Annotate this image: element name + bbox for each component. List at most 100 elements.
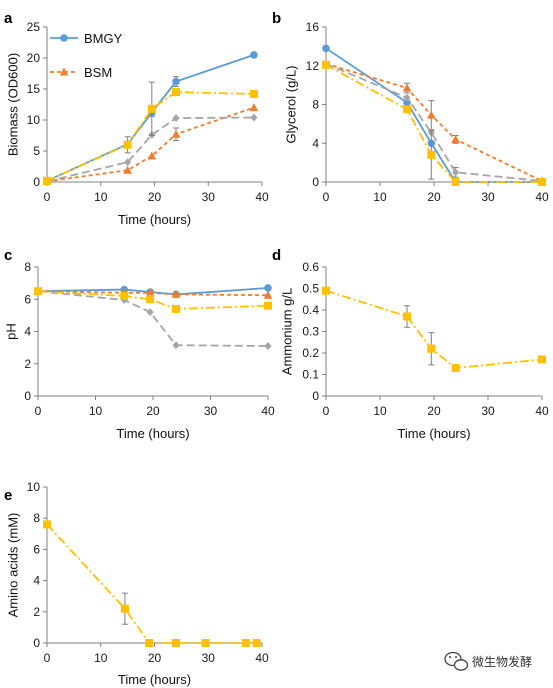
legend: BMGY BSM: [50, 31, 123, 80]
legend-label: BMGY: [84, 31, 123, 46]
data-point: [145, 288, 155, 297]
series-4: [322, 60, 546, 186]
watermark: 微生物发酵: [444, 651, 532, 671]
data-point: [34, 287, 42, 296]
data-point: [172, 341, 180, 350]
y-tick-label: 0: [33, 636, 40, 650]
series-4: [43, 81, 258, 185]
chart-panel-d: d 0 0.1 0.2 0.3 0.4 0.5 0.6 0 10 20 30 40 Time (hours…: [272, 247, 549, 441]
x-tick-label: 40: [535, 190, 549, 204]
x-tick-label: 20: [146, 404, 160, 418]
series-line: [325, 289, 543, 369]
y-tick-label: 15: [27, 82, 41, 96]
y-tick-label: 25: [27, 20, 41, 34]
data-point: [322, 60, 330, 69]
x-axis-label: Time (hours): [118, 672, 191, 687]
data-point: [43, 176, 51, 185]
x-tick-label: 40: [255, 651, 269, 665]
x-tick-label: 10: [373, 190, 387, 204]
x-tick-label: 30: [481, 190, 495, 204]
data-point: [322, 286, 330, 295]
x-axis-label: Time (hours): [118, 212, 191, 227]
data-point: [120, 292, 129, 301]
x-tick-label: 30: [202, 651, 216, 665]
y-tick-label: 8: [24, 260, 31, 274]
legend-marker: [59, 67, 69, 76]
y-tick-label: 0: [33, 175, 40, 189]
series-1: [322, 286, 546, 373]
x-tick-label: 10: [94, 651, 108, 665]
data-point: [123, 140, 132, 149]
x-tick-label: 30: [202, 190, 216, 204]
legend-marker: [60, 34, 68, 42]
x-tick-label: 0: [44, 190, 51, 204]
series-1: [43, 520, 261, 647]
data-point: [538, 355, 546, 364]
chart-panel-a: a 0 5 10 15 20 25 0 10 20 30 40 Time (hours) Biomass …: [4, 10, 269, 227]
y-tick-label: 0: [312, 175, 319, 189]
data-point: [172, 77, 180, 86]
chart-panel-b: b 0 4 8 12 16 0 10 20 30 40 Glycerol (g/L): [272, 10, 549, 204]
x-tick-label: 30: [204, 404, 218, 418]
data-point: [264, 284, 272, 292]
y-axis-label: Biomass (OD600): [5, 53, 20, 156]
y-tick-label: 0.2: [302, 346, 319, 360]
panel-letter: b: [272, 10, 281, 27]
x-tick-label: 20: [148, 190, 162, 204]
y-tick-label: 8: [312, 98, 319, 112]
legend-label: BSM: [84, 65, 112, 80]
y-axis-label: Glycerol (g/L): [283, 65, 298, 143]
data-point: [146, 308, 154, 317]
y-tick-label: 4: [33, 574, 40, 588]
data-point: [250, 51, 258, 59]
y-tick-label: 0.3: [302, 325, 319, 339]
x-tick-label: 10: [94, 190, 108, 204]
series-line: [46, 523, 257, 644]
series-line: [325, 47, 542, 183]
data-point: [124, 158, 132, 167]
data-point: [264, 301, 272, 310]
y-axis-label: pH: [3, 323, 18, 340]
data-point: [172, 304, 180, 313]
x-tick-label: 30: [481, 404, 495, 418]
data-point: [264, 342, 272, 351]
x-tick-label: 20: [427, 190, 441, 204]
y-tick-label: 20: [27, 51, 41, 65]
x-tick-label: 10: [373, 404, 387, 418]
data-point: [171, 129, 181, 138]
data-point: [402, 83, 412, 92]
data-point: [172, 639, 180, 647]
data-point: [427, 110, 436, 119]
data-point: [427, 344, 436, 353]
data-point: [403, 312, 411, 321]
data-point: [263, 290, 273, 299]
data-point: [451, 364, 460, 373]
y-tick-label: 4: [312, 136, 319, 150]
data-point: [172, 88, 180, 97]
chart-panel-e: e 0 2 4 6 8 10 0 10 20 30 40 Time (hours) Amino acids…: [4, 480, 269, 687]
data-point: [427, 150, 436, 159]
y-tick-label: 6: [24, 292, 31, 306]
y-tick-label: 10: [27, 480, 41, 494]
data-point: [403, 93, 411, 102]
series-2: [321, 59, 547, 185]
data-point: [172, 114, 180, 123]
data-point: [147, 104, 156, 113]
x-tick-label: 0: [323, 404, 330, 418]
series-line: [46, 106, 255, 183]
series-line: [37, 290, 269, 310]
series-line: [325, 63, 542, 183]
watermark-text: 微生物发酵: [472, 654, 532, 669]
series-3: [43, 113, 258, 186]
x-tick-label: 10: [89, 404, 103, 418]
series-line: [325, 62, 543, 182]
y-tick-label: 0.1: [302, 368, 319, 382]
y-tick-label: 0: [24, 389, 31, 403]
series-line: [46, 116, 254, 183]
y-tick-label: 2: [24, 357, 31, 371]
data-point: [123, 165, 132, 174]
y-tick-label: 8: [33, 511, 40, 525]
data-point: [145, 639, 154, 647]
chart-panel-c: c 0 2 4 6 8 0 10 20 30 40 Time (hours) pH: [3, 247, 275, 441]
